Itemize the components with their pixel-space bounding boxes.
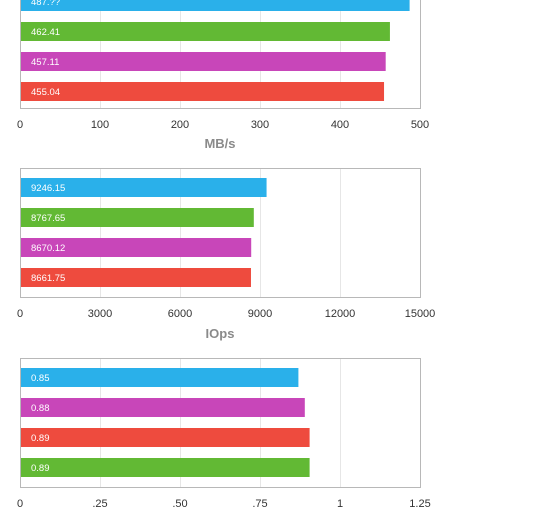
x-tick-label: 500 <box>411 119 429 131</box>
bar-value-label: 0.89 <box>31 463 50 474</box>
x-axis-label: MB/s <box>204 136 235 151</box>
bar-value-label: 487.?? <box>31 0 60 8</box>
bar <box>21 428 310 447</box>
bar-value-label: 0.85 <box>31 373 50 384</box>
x-tick-label: 6000 <box>168 308 192 320</box>
bar <box>21 368 299 387</box>
x-tick-label: 0 <box>17 498 23 510</box>
x-tick-label: 12000 <box>325 308 356 320</box>
x-axis-label: IOps <box>206 326 235 341</box>
x-tick-label: 0 <box>17 119 23 131</box>
x-tick-label: 200 <box>171 119 189 131</box>
x-tick-label: .50 <box>172 498 187 510</box>
bar <box>21 22 390 41</box>
bar-value-label: 0.89 <box>31 433 50 444</box>
bar <box>21 0 410 11</box>
bar <box>21 178 267 197</box>
bar-value-label: 0.88 <box>31 403 50 414</box>
bar <box>21 52 386 71</box>
x-tick-label: 3000 <box>88 308 112 320</box>
bar <box>21 208 254 227</box>
bar-value-label: 9246.15 <box>31 183 65 194</box>
plot-frame <box>20 0 421 109</box>
bar <box>21 82 385 101</box>
x-tick-label: 400 <box>331 119 349 131</box>
bar-value-label: 455.04 <box>31 87 60 98</box>
x-tick-label: .25 <box>92 498 107 510</box>
x-tick-label: 0 <box>17 308 23 320</box>
plot-frame <box>20 168 421 298</box>
x-tick-label: 300 <box>251 119 269 131</box>
bar <box>21 238 252 257</box>
x-tick-label: 15000 <box>405 308 436 320</box>
bar <box>21 268 251 287</box>
bar-value-label: 8670.12 <box>31 243 65 254</box>
bar <box>21 398 305 417</box>
bar-value-label: 8767.65 <box>31 213 65 224</box>
x-tick-label: 100 <box>91 119 109 131</box>
x-tick-label: 1 <box>337 498 343 510</box>
x-tick-label: 9000 <box>248 308 272 320</box>
bar-value-label: 8661.75 <box>31 273 65 284</box>
x-tick-label: 1.25 <box>409 498 430 510</box>
bar-value-label: 457.11 <box>31 57 59 68</box>
bar-value-label: 462.41 <box>31 27 60 38</box>
plot-frame <box>20 358 421 488</box>
bar <box>21 458 310 477</box>
x-tick-label: .75 <box>252 498 267 510</box>
